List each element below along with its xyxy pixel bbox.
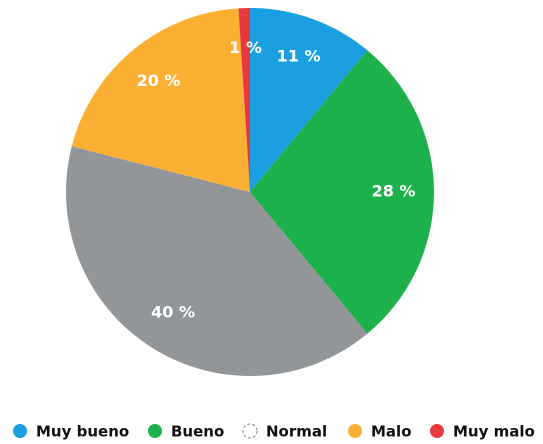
data-label: 1 % bbox=[229, 38, 262, 57]
pie-slice bbox=[71, 8, 250, 192]
legend-marker bbox=[13, 424, 27, 438]
legend-marker bbox=[348, 424, 362, 438]
legend-label: Muy malo bbox=[453, 423, 535, 441]
legend-label: Bueno bbox=[171, 423, 224, 441]
pie-slice bbox=[238, 8, 250, 192]
legend-marker bbox=[430, 424, 444, 438]
legend-marker bbox=[242, 423, 258, 439]
data-label: 28 % bbox=[372, 182, 416, 201]
pie-slice bbox=[65, 146, 368, 376]
legend-label: Muy bueno bbox=[36, 423, 129, 441]
data-label: 40 % bbox=[151, 303, 195, 322]
data-label: 11 % bbox=[277, 46, 321, 65]
data-label: 20 % bbox=[137, 71, 181, 90]
legend-marker bbox=[148, 424, 162, 438]
legend-label: Normal bbox=[266, 423, 327, 441]
pie-slice bbox=[250, 50, 434, 334]
pie-slice bbox=[250, 8, 368, 192]
legend-label: Malo bbox=[371, 423, 412, 441]
